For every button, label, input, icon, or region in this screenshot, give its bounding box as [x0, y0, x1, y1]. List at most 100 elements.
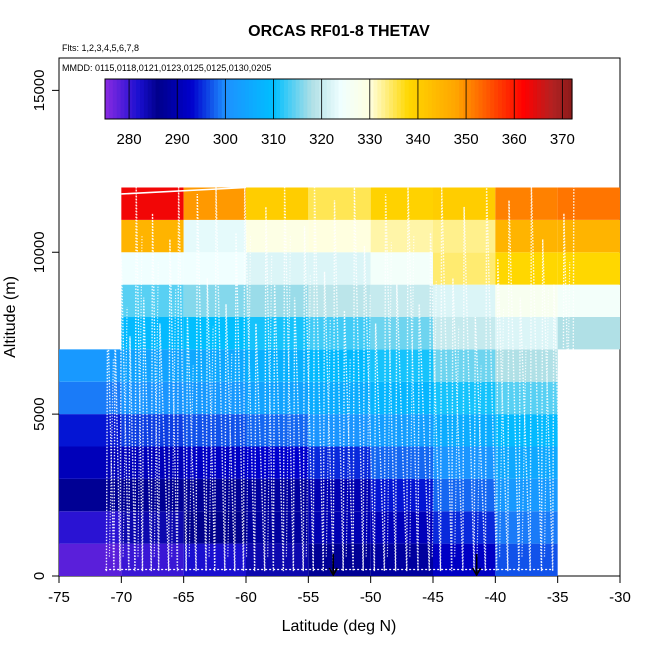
heatmap-cell: [183, 511, 246, 544]
colorbar-segment: [229, 79, 235, 119]
heatmap-cell: [495, 511, 558, 544]
colorbar-segment: [202, 79, 207, 119]
colorbar-segment: [186, 79, 192, 119]
colorbar-tick-label: 300: [213, 131, 238, 148]
colorbar-segment: [291, 79, 297, 119]
colorbar-segment: [540, 79, 546, 119]
colorbar-tick-label: 370: [550, 131, 575, 148]
heatmap-cell: [183, 284, 246, 317]
colorbar-segment: [494, 79, 499, 119]
heatmap-cell: [308, 187, 371, 220]
colorbar-segment: [295, 79, 301, 119]
heatmap-cell: [308, 252, 371, 285]
dates-label: MMDD: 0115,0118,0121,0123,0125,0125,0130…: [62, 63, 271, 73]
colorbar-segment: [381, 79, 386, 119]
colorbar-segment: [116, 79, 122, 119]
x-axis-ticks: -75 -70 -65 -60 -55 -50 -45 -40 -35 -30: [48, 576, 631, 606]
colorbar-segment: [544, 79, 550, 119]
heatmap-cell: [308, 511, 371, 544]
heatmap-cell: [246, 511, 309, 544]
colorbar-segment: [248, 79, 254, 119]
colorbar-segment: [315, 79, 320, 119]
colorbar-segment: [112, 79, 118, 119]
heatmap-cell: [370, 284, 433, 317]
colorbar-segment: [124, 79, 129, 119]
colorbar-segment: [276, 79, 281, 119]
colorbar-segment: [369, 79, 375, 119]
colorbar-segment: [159, 79, 164, 119]
colorbar-segment: [245, 79, 250, 119]
colorbar-segment: [556, 79, 561, 119]
colorbar-segment: [470, 79, 476, 119]
x-tick-label: -75: [48, 589, 70, 606]
colorbar-segment: [536, 79, 542, 119]
flights-label: Flts: 1,2,3,4,5,6,7,8: [62, 43, 139, 53]
heatmap-cell: [370, 511, 433, 544]
colorbar-segment: [568, 79, 573, 119]
heatmap-cell: [557, 317, 620, 350]
colorbar-frame: [104, 78, 573, 120]
flight-track: [121, 186, 247, 195]
colorbar-segment: [354, 79, 359, 119]
colorbar-segment: [237, 79, 242, 119]
colorbar-segment: [361, 79, 367, 119]
colorbar-segment: [163, 79, 168, 119]
heatmap-cell: [183, 219, 246, 253]
colorbar-segment: [260, 79, 266, 119]
y-tick-label: 5000: [31, 397, 48, 430]
colorbar-segment: [252, 79, 258, 119]
colorbar-segment: [178, 79, 184, 119]
colorbar-segment: [513, 79, 519, 119]
colorbar-segment: [280, 79, 285, 119]
colorbar-segment: [206, 79, 211, 119]
colorbar-segment: [143, 79, 149, 119]
colorbar-tick-label: 280: [117, 131, 142, 148]
x-tick-label: -30: [609, 589, 631, 606]
x-tick-label: -55: [297, 589, 319, 606]
colorbar-tick-label: 350: [454, 131, 479, 148]
heatmap-cell: [246, 478, 309, 512]
heatmap-cell: [557, 252, 620, 285]
heatmap-cell: [495, 187, 558, 220]
colorbar-segment: [377, 79, 382, 119]
heatmap-cells: [59, 187, 620, 576]
colorbar-segment: [303, 79, 308, 119]
heatmap-cell: [121, 511, 184, 544]
heatmap-cell: [308, 284, 371, 317]
heatmap-cell: [495, 349, 558, 382]
flight-track: [108, 236, 571, 557]
heatmap-cell: [370, 543, 433, 576]
colorbar-segment: [451, 79, 456, 119]
x-tick-label: -60: [235, 589, 257, 606]
colorbar-segment: [404, 79, 410, 119]
colorbar-segment: [136, 79, 141, 119]
colorbar-segment: [420, 79, 425, 119]
colorbar-segment: [365, 79, 371, 119]
colorbar-segment: [225, 79, 231, 119]
colorbar-segment: [443, 79, 449, 119]
colorbar-segment: [501, 79, 507, 119]
colorbar-segment: [299, 79, 305, 119]
colorbar-segment: [533, 79, 538, 119]
y-axis-ticks: 0 5000 10000 15000: [31, 70, 59, 580]
colorbar-segment: [311, 79, 316, 119]
colorbar-segment: [400, 79, 406, 119]
heatmap-cell: [495, 381, 558, 415]
colorbar-segment: [151, 79, 157, 119]
colorbar-segment: [509, 79, 515, 119]
heatmap-cell: [308, 543, 371, 576]
heatmap-cell: [183, 187, 246, 220]
flight-tracks: [105, 186, 575, 572]
colorbar-segment: [412, 79, 417, 119]
heatmap-cell: [370, 252, 433, 285]
heatmap-cell: [495, 219, 558, 253]
heatmap-cell: [370, 317, 433, 350]
colorbar-segment: [330, 79, 336, 119]
chart-title: ORCAS RF01-8 THETAV: [248, 23, 430, 40]
colorbar-segment: [408, 79, 414, 119]
colorbar-segment: [416, 79, 421, 119]
marker-arrow-head: [471, 567, 482, 577]
colorbar-segment: [459, 79, 464, 119]
heatmap-cell: [495, 252, 558, 285]
